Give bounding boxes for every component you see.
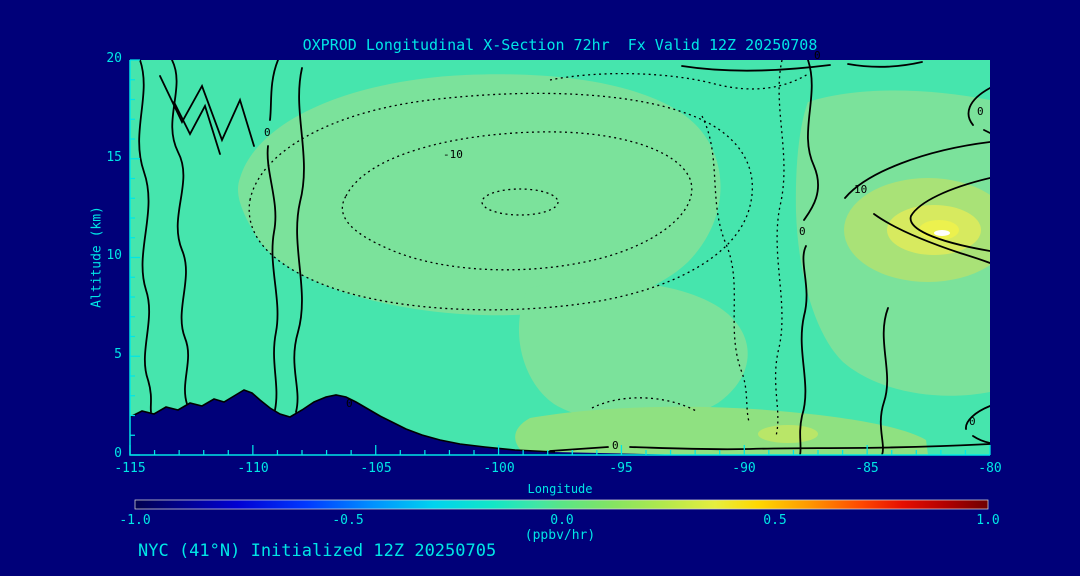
y-tick-label-20: 20: [106, 51, 122, 66]
x-tick-label-90: -90: [732, 461, 756, 476]
field-region-weak-positive-upper: [237, 74, 721, 316]
colorbar-tick-label: -0.5: [332, 513, 364, 528]
x-tick-label-110: -110: [237, 461, 269, 476]
colorbar-tick-label: 0.0: [550, 513, 574, 528]
x-tick-label-85: -85: [855, 461, 879, 476]
field-region-bottom-spot: [758, 425, 818, 443]
y-tick-label-15: 15: [106, 150, 122, 165]
y-tick-label-5: 5: [114, 347, 122, 362]
contour-dotted-lines: [248, 60, 809, 437]
colorbar-tick-label: -1.0: [119, 513, 151, 528]
terrain-contour: [130, 389, 556, 453]
x-axis-title: Longitude: [527, 482, 593, 496]
contour-label: 0: [264, 126, 271, 139]
contour-label: 10: [854, 183, 868, 196]
terrain-fill: [130, 390, 685, 455]
contour-label: 0: [977, 105, 984, 118]
x-tick-label-105: -105: [360, 461, 392, 476]
colorbar-units: (ppbv/hr): [524, 528, 596, 543]
plot-title: OXPROD Longitudinal X-Section 72hr Fx Va…: [302, 36, 818, 54]
contour-label: -10: [443, 148, 463, 161]
contour-label: 0: [814, 49, 821, 62]
y-axis-title: Altitude (km): [89, 206, 105, 308]
contour-label: 0: [799, 225, 806, 238]
x-tick-label-80: -80: [978, 461, 1002, 476]
field-region-weak-positive-mid: [518, 280, 748, 423]
colorbar-tick-label: 1.0: [976, 513, 1000, 528]
field-region-max: [919, 220, 959, 240]
axes-frame: [129, 60, 990, 456]
colorbar: [134, 499, 989, 510]
colorbar-tick-label: 0.5: [763, 513, 787, 528]
contour-label: 0: [346, 397, 353, 410]
field-region-max-core: [934, 230, 950, 236]
plot-area: [130, 60, 990, 455]
terrain-silhouette: [130, 389, 685, 455]
contour-label: 0: [969, 415, 976, 428]
contour-label: 0: [612, 439, 619, 452]
y-tick-label-0: 0: [114, 446, 122, 461]
x-tick-label-100: -100: [483, 461, 515, 476]
x-tick-label-95: -95: [609, 461, 633, 476]
field-region-bottom-band: [515, 406, 928, 455]
y-tick-label-10: 10: [106, 248, 122, 263]
x-tick-label-115: -115: [114, 461, 146, 476]
contour-solid-lines: [138, 60, 990, 455]
run-info: NYC (41°N) Initialized 12Z 20250705: [138, 541, 497, 561]
